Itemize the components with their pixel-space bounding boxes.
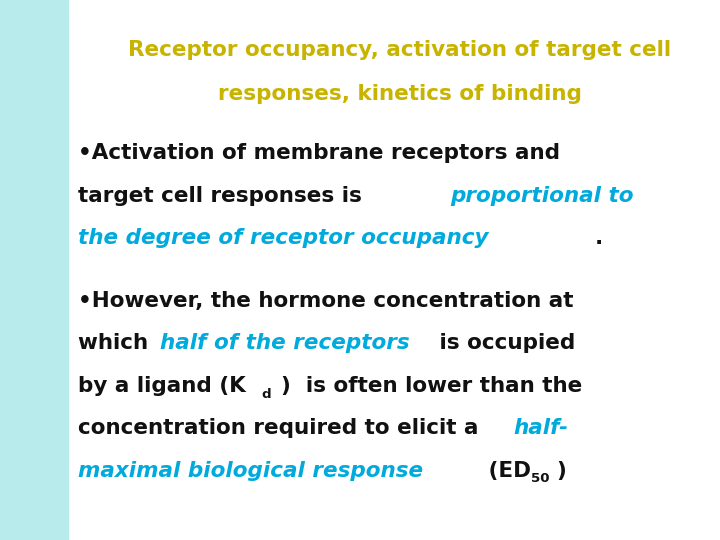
Text: )  is often lower than the: ) is often lower than the [281, 376, 582, 396]
Text: proportional to: proportional to [450, 186, 634, 206]
Text: responses, kinetics of binding: responses, kinetics of binding [217, 84, 582, 104]
Text: Receptor occupancy, activation of target cell: Receptor occupancy, activation of target… [128, 40, 671, 60]
Bar [0, 0, 68, 540]
Text: the degree of receptor occupancy: the degree of receptor occupancy [78, 228, 488, 248]
Text: maximal biological response: maximal biological response [78, 461, 423, 481]
Text: ): ) [556, 461, 566, 481]
Text: d: d [261, 388, 271, 401]
Text: by a ligand (K: by a ligand (K [78, 376, 246, 396]
Text: is occupied: is occupied [432, 333, 575, 353]
Text: half of the receptors: half of the receptors [160, 333, 410, 353]
Text: (ED: (ED [481, 461, 531, 481]
Text: 50: 50 [531, 472, 550, 485]
Text: concentration required to elicit a: concentration required to elicit a [78, 418, 486, 438]
Text: .: . [595, 228, 603, 248]
Text: target cell responses is: target cell responses is [78, 186, 369, 206]
Text: •Activation of membrane receptors and: •Activation of membrane receptors and [78, 143, 559, 163]
Text: which: which [78, 333, 156, 353]
Text: •However, the hormone concentration at: •However, the hormone concentration at [78, 291, 573, 310]
Text: half-: half- [513, 418, 568, 438]
